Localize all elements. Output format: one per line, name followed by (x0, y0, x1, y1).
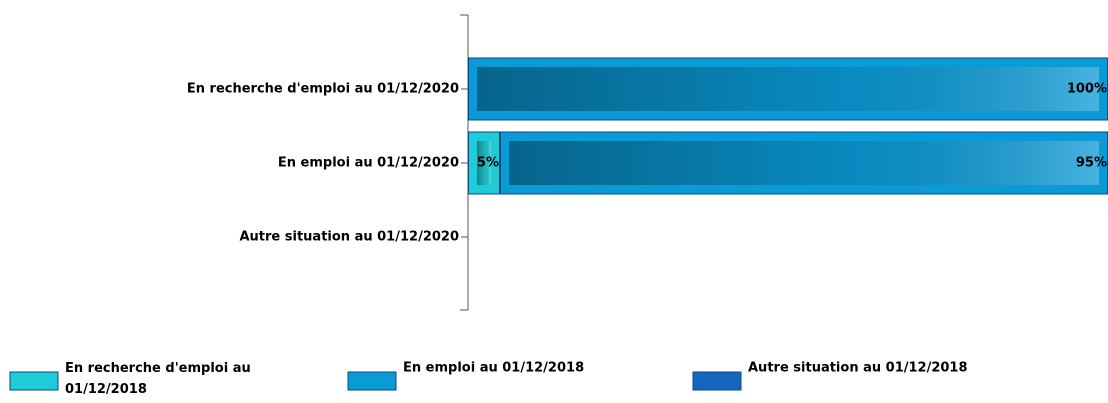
legend-label: Autre situation au 01/12/2018 (748, 361, 968, 376)
bar-shine (477, 141, 491, 185)
bar-shine (477, 67, 1099, 111)
legend-swatch (692, 371, 742, 391)
legend-swatch (347, 371, 397, 391)
data-label: 100% (1067, 82, 1107, 97)
legend-line: 01/12/2018 (65, 382, 147, 397)
legend-swatch (9, 371, 59, 391)
legend-label: En emploi au 01/12/2018 (403, 361, 584, 376)
y-tick-label: En emploi au 01/12/2020 (278, 156, 459, 171)
legend-line: En recherche d'emploi au (65, 361, 251, 376)
data-label: 5% (477, 156, 499, 171)
legend-label: En recherche d'emploi au 01/12/2018 (65, 361, 251, 397)
bar-shine (509, 141, 1099, 185)
y-tick-label: Autre situation au 01/12/2020 (239, 230, 459, 245)
data-label: 95% (1076, 156, 1107, 171)
y-tick-label: En recherche d'emploi au 01/12/2020 (187, 82, 459, 97)
